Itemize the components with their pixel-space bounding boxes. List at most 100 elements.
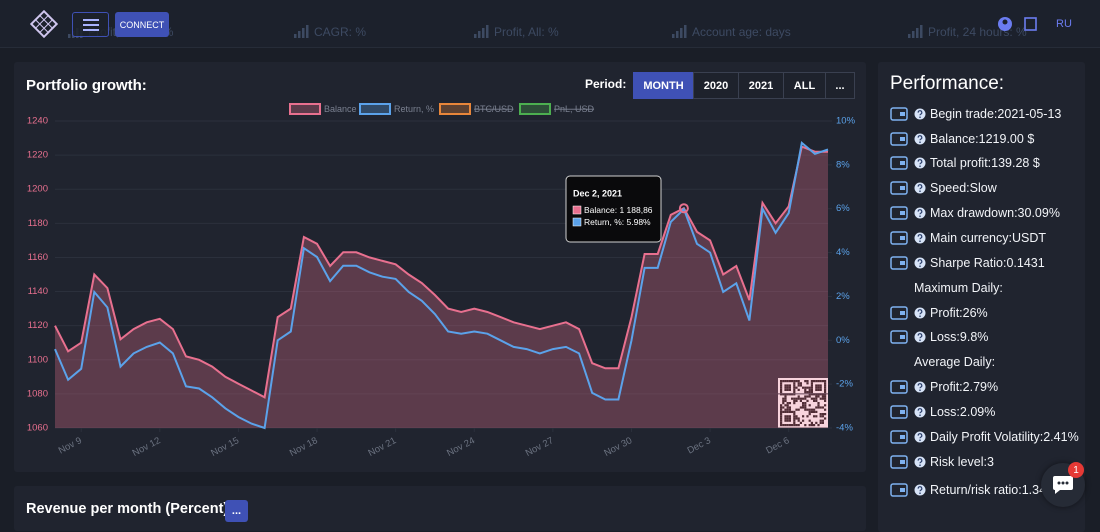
qr-cell [808, 386, 811, 389]
period-button[interactable]: 2020 [693, 72, 739, 99]
qr-cell [788, 419, 791, 422]
qr-cell [797, 395, 800, 398]
y2-tick-label: 10% [836, 116, 856, 127]
help-icon [914, 484, 926, 496]
language-switch[interactable]: RU [1056, 18, 1072, 30]
qr-cell [784, 386, 787, 389]
period-button[interactable]: MONTH [633, 72, 694, 99]
qr-cell [804, 402, 807, 405]
qr-cell [780, 415, 783, 418]
performance-row: Profit: 2.79% [890, 377, 998, 397]
row-value: 26% [962, 306, 988, 320]
qr-cell [804, 380, 807, 383]
qr-cell [810, 421, 813, 424]
qr-cell [788, 380, 791, 383]
row-value: 2.79% [962, 380, 999, 394]
qr-cell [815, 397, 818, 400]
qr-cell [795, 399, 798, 402]
qr-cell [793, 399, 796, 402]
period-button[interactable]: ... [825, 72, 855, 99]
qr-cell [795, 415, 798, 418]
performance-row: Max drawdown: 30.09% [890, 203, 1060, 223]
x-tick-label: Dec 6 [764, 435, 791, 456]
qr-cell [793, 413, 796, 416]
help-icon [914, 232, 926, 244]
row-icon [890, 256, 908, 270]
qr-cell [786, 419, 789, 422]
series-line [54, 141, 829, 430]
qr-cell [802, 397, 805, 400]
qr-cell [799, 421, 802, 424]
qr-cell [808, 388, 811, 391]
qr-cell [784, 388, 787, 391]
qr-cell [786, 388, 789, 391]
qr-cell [817, 424, 820, 427]
qr-cell [780, 380, 783, 383]
qr-cell [793, 415, 796, 418]
help-icon [914, 157, 926, 169]
qr-cell [791, 380, 794, 383]
stat-icon [294, 25, 309, 38]
qr-cell [813, 410, 816, 413]
qr-cell [788, 408, 791, 411]
qr-cell [810, 391, 813, 394]
qr-cell [784, 424, 787, 427]
help-icon [914, 381, 926, 393]
performance-row: Return/risk ratio: 1.34 [890, 480, 1046, 500]
help-icon [914, 456, 926, 468]
qr-cell [813, 408, 816, 411]
qr-cell [824, 397, 827, 400]
chat-badge: 1 [1068, 462, 1084, 478]
legend-swatch [289, 103, 321, 115]
performance-heading: Maximum Daily: [914, 278, 1003, 298]
period-button[interactable]: 2021 [738, 72, 784, 99]
logout-icon[interactable] [1024, 17, 1037, 31]
qr-cell [784, 419, 787, 422]
qr-cell [815, 380, 818, 383]
qr-cell [784, 380, 787, 383]
qr-cell [808, 410, 811, 413]
qr-cell [791, 397, 794, 400]
qr-cell [815, 410, 818, 413]
performance-row: Loss: 2.09% [890, 402, 995, 422]
row-value: 0.1431 [1006, 256, 1045, 270]
y2-tick-label: 4% [836, 247, 850, 258]
performance-row: Begin trade: 2021-05-13 [890, 104, 1061, 124]
qr-cell [806, 399, 809, 402]
qr-cell [817, 402, 820, 405]
revenue-more-button[interactable]: ... [225, 500, 248, 522]
qr-cell [784, 408, 787, 411]
qr-cell [824, 399, 827, 402]
row-label: Loss: [930, 330, 960, 344]
y-tick-label: 1140 [28, 286, 48, 297]
qr-cell [788, 410, 791, 413]
qr-cell [824, 388, 827, 391]
qr-cell [817, 388, 820, 391]
row-icon [890, 231, 908, 245]
row-value: 2.09% [959, 405, 996, 419]
qr-cell [819, 419, 822, 422]
qr-cell [821, 397, 824, 400]
qr-cell [804, 391, 807, 394]
qr-cell [821, 380, 824, 383]
qr-cell [806, 408, 809, 411]
qr-cell [813, 397, 816, 400]
qr-cell [808, 419, 811, 422]
qr-cell [808, 413, 811, 416]
menu-button[interactable] [72, 12, 109, 37]
connect-button[interactable]: CONNECT [115, 12, 169, 37]
logo[interactable] [30, 10, 58, 38]
row-icon [890, 156, 908, 170]
row-value: 1219.00 $ [978, 132, 1035, 146]
qr-cell [797, 384, 800, 387]
qr-cell [786, 404, 789, 407]
qr-cell [797, 382, 800, 385]
period-label: Period: [585, 77, 627, 91]
qr-cell [780, 408, 783, 411]
y-tick-label: 1240 [27, 116, 48, 127]
series-line [54, 145, 828, 399]
qr-cell [780, 413, 783, 416]
help-icon [914, 182, 926, 194]
qr-cell [808, 424, 811, 427]
performance-row: Main currency: USDT [890, 228, 1046, 248]
